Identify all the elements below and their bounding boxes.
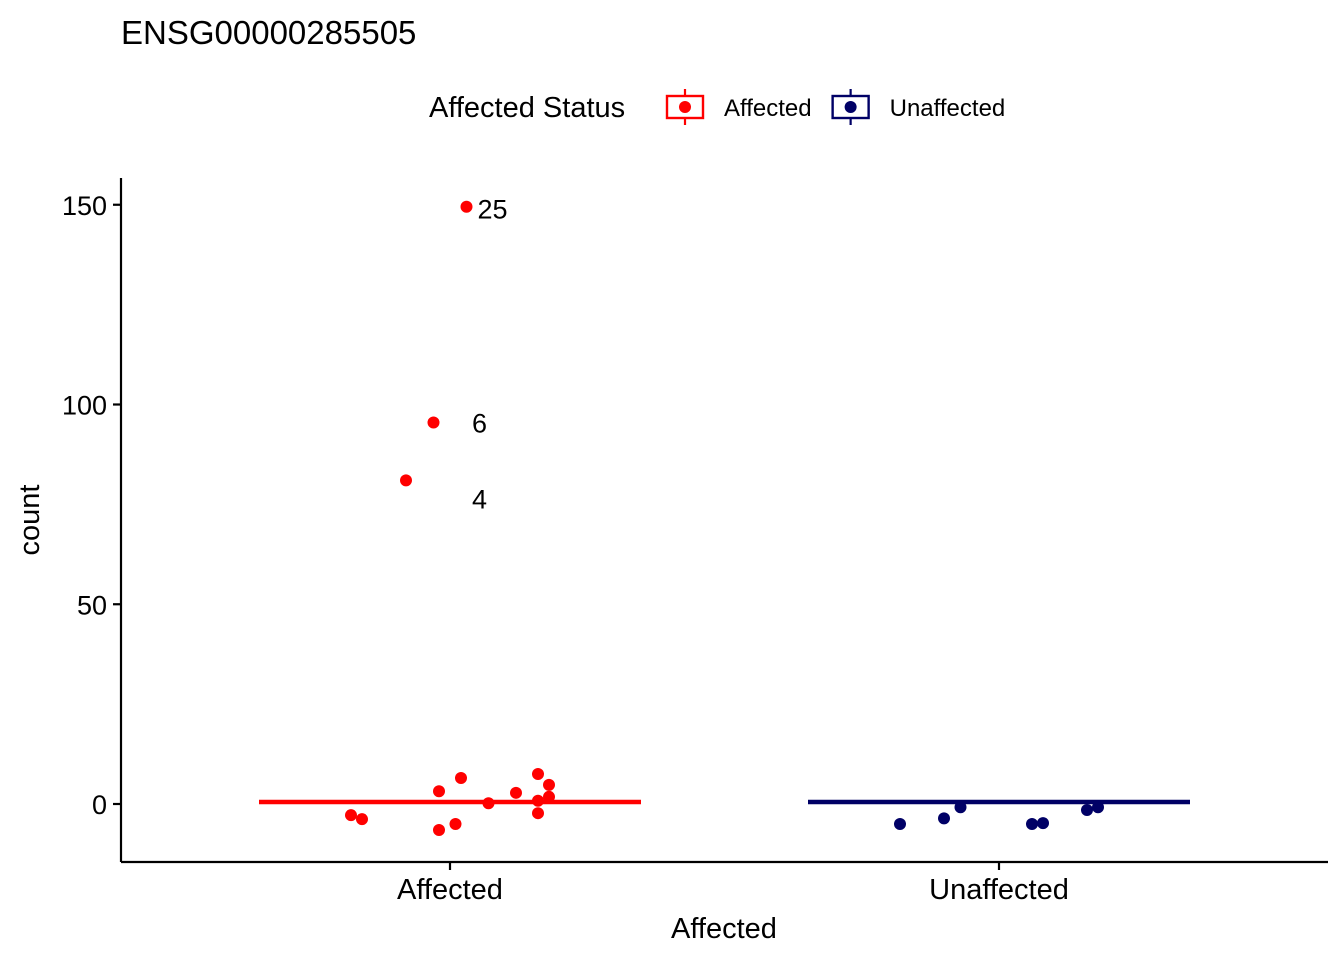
- x-axis: Affected Unaffected Affected: [121, 860, 1328, 945]
- point-label: 25: [478, 195, 508, 225]
- series-unaffected: [808, 799, 1190, 830]
- legend-title: Affected Status: [429, 92, 625, 124]
- y-axis-label: count: [14, 485, 46, 556]
- x-tick-label-affected: Affected: [397, 874, 503, 906]
- legend-items: Affected Unaffected: [665, 89, 1006, 125]
- legend-label-affected: Affected: [724, 95, 812, 122]
- y-tick-label: 150: [62, 191, 107, 221]
- data-point: [532, 794, 544, 807]
- legend-item-affected: Affected: [665, 89, 812, 125]
- point-label: 6: [472, 408, 487, 438]
- legend-item-unaffected: Unaffected: [831, 89, 1006, 125]
- data-point: [460, 200, 473, 213]
- data-point: [532, 768, 544, 781]
- legend-key-unaffected: [831, 89, 870, 125]
- data-point: [345, 809, 357, 822]
- x-tick-label-unaffected: Unaffected: [929, 874, 1069, 906]
- data-point: [1092, 801, 1104, 814]
- data-point: [449, 817, 462, 830]
- data-point: [954, 801, 967, 814]
- data-point: [543, 790, 555, 803]
- y-axis: 0 50 100 150 count: [14, 178, 123, 862]
- data-point: [1026, 817, 1038, 830]
- data-point: [433, 823, 445, 836]
- data-point: [1037, 817, 1049, 830]
- data-point: [532, 807, 544, 820]
- y-tick-label: 100: [62, 391, 107, 421]
- data-point: [455, 772, 467, 785]
- y-tick-label: 0: [92, 790, 107, 820]
- y-tick-label: 50: [77, 590, 107, 620]
- point-labels: 25 6 4: [472, 195, 508, 515]
- data-point: [510, 786, 522, 799]
- data-point: [894, 817, 906, 830]
- data-point: [356, 813, 368, 826]
- series-affected: [259, 200, 641, 836]
- data-point: [433, 785, 445, 798]
- x-ticks: Affected Unaffected: [397, 862, 1069, 906]
- x-axis-label: Affected: [671, 913, 777, 945]
- legend-label-unaffected: Unaffected: [890, 95, 1006, 122]
- legend-key-affected: [665, 89, 705, 125]
- data-point: [482, 797, 495, 810]
- data-point: [1081, 803, 1093, 816]
- y-ticks: 0 50 100 150: [62, 191, 121, 820]
- legend: Affected Status Affected Unaffected: [429, 89, 1005, 125]
- chart-title: ENSG00000285505: [121, 14, 416, 51]
- plot-marks: [259, 200, 1190, 836]
- data-point: [400, 474, 412, 487]
- point-label: 4: [472, 484, 487, 514]
- data-point: [543, 778, 555, 791]
- data-point: [938, 812, 950, 825]
- data-point: [427, 416, 440, 429]
